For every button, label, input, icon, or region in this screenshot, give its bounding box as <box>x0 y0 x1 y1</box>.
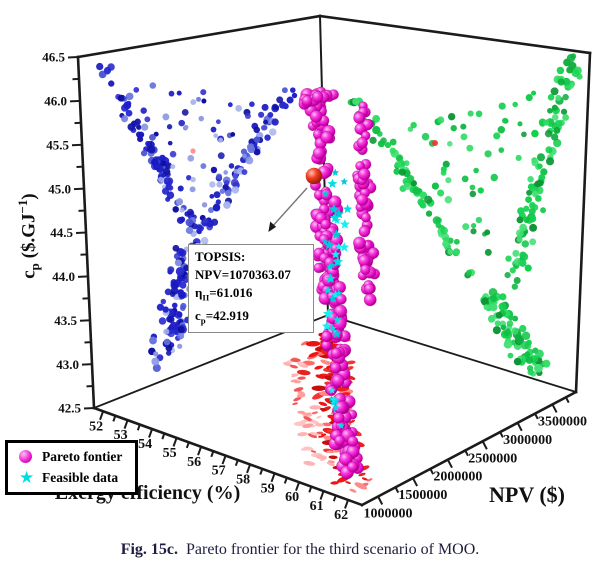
legend-label-pareto: Pareto fontier <box>42 448 123 464</box>
cp-subscript: p <box>200 315 206 326</box>
svg-text:53: 53 <box>114 428 128 443</box>
svg-text:3000000: 3000000 <box>503 433 552 448</box>
svg-text:58: 58 <box>236 472 250 487</box>
feasible-stars-main <box>321 168 353 338</box>
topsis-eta-value: ηII=61.016 <box>195 284 307 307</box>
svg-text:45.5: 45.5 <box>46 137 69 152</box>
svg-text:2000000: 2000000 <box>433 470 482 485</box>
svg-text:1000000: 1000000 <box>364 507 413 522</box>
figure-caption: Fig. 15c. Pareto frontier for the third s… <box>0 541 600 559</box>
cp-number: =42.919 <box>205 307 249 323</box>
scatter-points <box>96 53 583 493</box>
cp-symbol: c <box>195 307 201 323</box>
eta-number: =61.016 <box>209 285 253 300</box>
npv-axis-ticks: 1000000 1500000 2000000 2500000 3000000 35000… <box>364 395 587 522</box>
stray-red-dot <box>190 148 196 154</box>
svg-text:60: 60 <box>285 490 299 505</box>
red-floor-pale <box>283 357 335 467</box>
svg-text:1500000: 1500000 <box>398 488 447 503</box>
feasible-stars-lower <box>328 387 345 429</box>
svg-text:44.5: 44.5 <box>50 225 73 240</box>
topsis-cp-value: cp=42.919 <box>195 307 307 330</box>
cp-title-c: c <box>18 270 40 279</box>
svg-text:52: 52 <box>89 419 103 434</box>
svg-text:55: 55 <box>163 446 177 461</box>
svg-text:46.5: 46.5 <box>42 50 65 65</box>
stray-orange-dot <box>432 140 438 146</box>
blue-arm-right <box>196 87 298 232</box>
caption-figure-number: Fig. 15c. <box>120 541 179 558</box>
blue-arm-left <box>96 62 203 237</box>
topsis-marker-group <box>268 167 323 232</box>
svg-text:44.0: 44.0 <box>52 269 75 284</box>
cp-axis-ticks: 46.5 46.0 45.5 45.0 44.5 44.0 43.5 43.0 42.5 <box>42 50 96 416</box>
green-bottom-blob <box>480 287 551 377</box>
blue-fill <box>133 82 280 216</box>
eta-subscript: II <box>202 292 210 303</box>
svg-text:43.5: 43.5 <box>54 313 77 328</box>
npv-axis-title: NPV ($) <box>489 482 565 507</box>
cp-title-close: ) <box>18 193 40 200</box>
svg-text:62: 62 <box>334 508 348 523</box>
green-band-right <box>504 53 583 290</box>
feasible-star-icon: ★ <box>19 468 35 487</box>
topsis-point-marker <box>305 167 323 185</box>
svg-text:46.0: 46.0 <box>44 94 67 109</box>
exergy-axis-ticks: 52 53 54 55 56 57 58 59 60 61 62 <box>89 410 350 523</box>
cp-axis-title: cp ($.GJ−1) <box>15 150 43 322</box>
cp-title-sup: −1 <box>14 199 30 214</box>
topsis-npv-value: NPV=1070363.07 <box>195 267 291 282</box>
svg-text:3500000: 3500000 <box>538 414 587 429</box>
svg-text:54: 54 <box>138 437 152 452</box>
axes-frame: 46.5 46.0 45.5 45.0 44.5 44.0 43.5 43.0 42.5 52 53… <box>42 14 592 523</box>
topsis-title: TOPSIS: <box>195 249 246 264</box>
svg-text:59: 59 <box>261 481 275 496</box>
svg-text:61: 61 <box>310 499 324 514</box>
svg-text:42.5: 42.5 <box>58 401 81 416</box>
cp-title-sub: p <box>27 263 43 271</box>
pareto-strand-right <box>352 101 381 307</box>
annotation-arrowhead-icon <box>268 221 277 232</box>
legend-item-pareto: Pareto fontier <box>8 446 135 467</box>
pareto-top-spread <box>298 89 339 110</box>
svg-text:43.0: 43.0 <box>56 357 79 372</box>
green-fill <box>407 90 539 256</box>
topsis-annotation-box: TOPSIS: NPV=1070363.07 ηII=61.016 cp=42.… <box>188 244 314 334</box>
eta-symbol: η <box>195 285 203 300</box>
legend-label-feasible: Feasible data <box>42 469 119 485</box>
svg-text:56: 56 <box>187 455 201 470</box>
pareto-column-main <box>300 86 364 480</box>
svg-text:45.0: 45.0 <box>48 181 71 196</box>
legend-item-feasible: ★ Feasible data <box>8 467 135 488</box>
svg-text:2500000: 2500000 <box>468 451 517 466</box>
caption-text: Pareto frontier for the third scenario o… <box>186 541 480 558</box>
pareto-sphere-icon <box>19 450 32 463</box>
cp-title-unit: ($.GJ <box>18 213 40 264</box>
svg-text:57: 57 <box>212 464 226 479</box>
legend: Pareto fontier ★ Feasible data <box>5 440 138 495</box>
